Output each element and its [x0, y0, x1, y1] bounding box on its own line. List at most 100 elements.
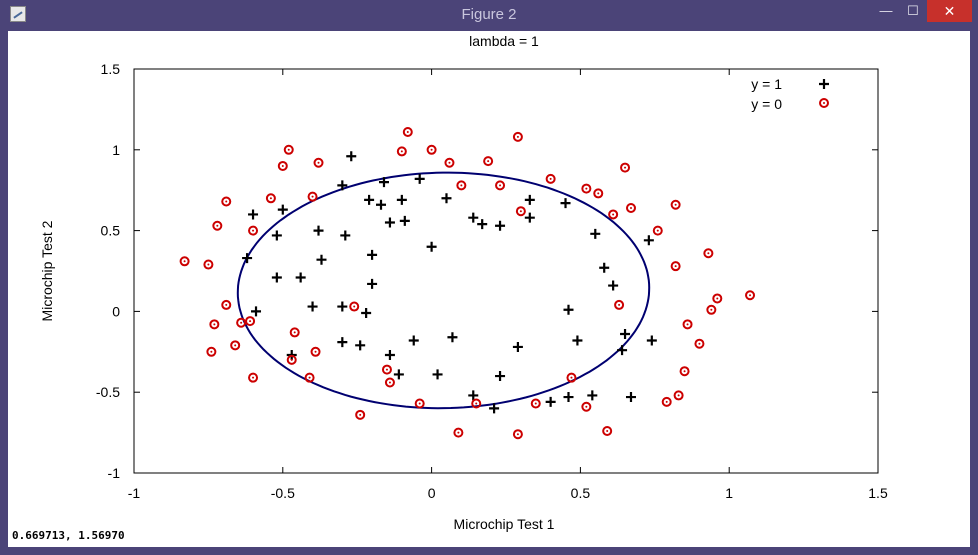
data-point-positive: [248, 209, 259, 220]
data-point-positive: [346, 151, 357, 162]
data-point-negative: [355, 409, 366, 420]
data-point-positive: [396, 194, 407, 205]
data-point-positive: [361, 308, 372, 319]
data-point-negative: [453, 427, 464, 438]
data-point-positive: [364, 194, 375, 205]
data-point-positive: [646, 335, 657, 346]
data-point-positive: [414, 173, 425, 184]
data-point-negative: [283, 144, 294, 155]
data-point-negative: [179, 256, 190, 267]
data-point-negative: [512, 131, 523, 142]
x-tick-label: 0.5: [571, 485, 591, 501]
minimize-button[interactable]: —: [879, 3, 893, 18]
data-point-negative: [221, 299, 232, 310]
decision-boundary-curve: [236, 171, 651, 410]
x-tick-label: -1: [128, 485, 141, 501]
data-point-positive: [625, 392, 636, 403]
plot-area-canvas[interactable]: lambda = 1 -1 -0.5 0 0.5 1 1.5 -1 -0.5 0 0.5 1 1.5 …: [8, 31, 970, 547]
data-point-negative: [614, 299, 625, 310]
data-point-positive: [367, 249, 378, 260]
data-point-negative: [694, 338, 705, 349]
data-point-positive: [426, 241, 437, 252]
data-point-positive: [560, 198, 571, 209]
plot-frame: [133, 68, 879, 474]
data-point-negative: [661, 396, 672, 407]
data-point-negative: [221, 196, 232, 207]
data-point-negative: [566, 372, 577, 383]
data-point-negative: [712, 293, 723, 304]
data-point-negative: [310, 346, 321, 357]
data-point-positive: [468, 212, 479, 223]
x-tick-label: 1: [725, 485, 733, 501]
y-axis-label: Microchip Test 2: [39, 220, 55, 321]
data-point-positive: [572, 335, 583, 346]
data-point-negative: [682, 319, 693, 330]
data-point-negative: [248, 372, 259, 383]
y-tick-label: 0: [112, 303, 120, 319]
data-point-negative: [307, 191, 318, 202]
data-point-positive: [587, 390, 598, 401]
data-point-negative: [304, 372, 315, 383]
data-point-negative: [414, 398, 425, 409]
data-point-negative: [248, 225, 259, 236]
data-point-negative: [706, 304, 717, 315]
data-point-negative: [530, 398, 541, 409]
data-point-positive: [408, 335, 419, 346]
data-point-negative: [349, 301, 360, 312]
title-bar[interactable]: Figure 2 — ☐ ✕: [0, 0, 978, 30]
data-point-positive: [495, 220, 506, 231]
data-point-positive: [337, 180, 348, 191]
data-point-negative: [745, 290, 756, 301]
data-point-positive: [441, 193, 452, 204]
close-button[interactable]: ✕: [927, 0, 972, 22]
window-title: Figure 2: [461, 6, 517, 23]
data-point-positive: [316, 254, 327, 265]
data-point-negative: [212, 220, 223, 231]
legend-marker-negative: [819, 98, 829, 108]
data-point-negative: [286, 354, 297, 365]
data-point-positive: [295, 272, 306, 283]
data-point-negative: [495, 180, 506, 191]
legend-marker-positive: [819, 79, 829, 89]
data-point-negative: [313, 157, 324, 168]
data-point-positive: [620, 329, 631, 340]
data-point-negative: [625, 202, 636, 213]
y-tick-label: -1: [108, 465, 121, 481]
data-point-negative: [670, 199, 681, 210]
data-point-negative: [245, 316, 256, 327]
y-tick-label: -0.5: [96, 384, 120, 400]
data-point-negative: [512, 429, 523, 440]
data-point-positive: [376, 199, 387, 210]
data-point-negative: [203, 259, 214, 270]
data-point-negative: [593, 188, 604, 199]
data-point-positive: [524, 194, 535, 205]
data-point-positive: [512, 341, 523, 352]
data-point-negative: [444, 157, 455, 168]
data-point-positive: [242, 253, 253, 264]
data-point-positive: [378, 177, 389, 188]
y-tick-label: 1.5: [101, 61, 121, 77]
data-point-negative: [673, 390, 684, 401]
maximize-button[interactable]: ☐: [907, 3, 919, 18]
data-point-positive: [545, 396, 556, 407]
data-point-positive: [608, 280, 619, 291]
data-point-positive: [384, 350, 395, 361]
data-point-positive: [590, 228, 601, 239]
x-tick-label: 1.5: [868, 485, 888, 501]
data-point-negative: [396, 146, 407, 157]
x-tick-label: -0.5: [271, 485, 295, 501]
data-point-positive: [384, 217, 395, 228]
data-point-negative: [515, 206, 526, 217]
data-point-positive: [477, 219, 488, 230]
data-point-negative: [236, 317, 247, 328]
data-point-positive: [340, 230, 351, 241]
data-point-positive: [277, 204, 288, 215]
legend-label-negative: y = 0: [751, 96, 782, 112]
y-tick-label: 0.5: [101, 223, 121, 239]
data-point-positive: [563, 304, 574, 315]
data-point-negative: [483, 156, 494, 167]
y-tick-label: 1: [112, 142, 120, 158]
data-point-negative: [209, 319, 220, 330]
data-point-positive: [271, 272, 282, 283]
data-point-negative: [679, 366, 690, 377]
